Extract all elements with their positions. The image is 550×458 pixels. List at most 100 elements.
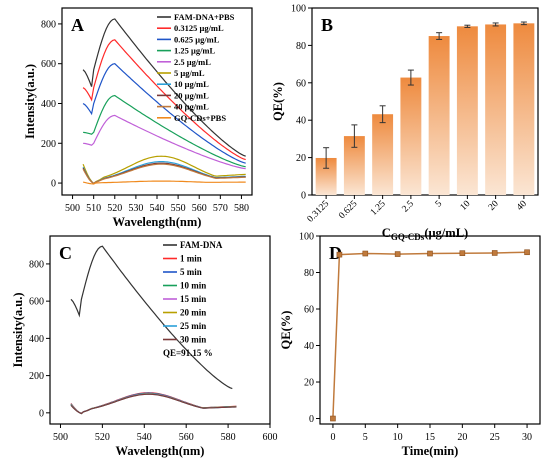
d-xtick-label: 30 bbox=[522, 432, 532, 443]
b-x-axis-label: CGQ-CDs(μg/mL) bbox=[382, 226, 468, 242]
c-ytick-label: 800 bbox=[29, 259, 44, 270]
a-series-line-4 bbox=[83, 114, 246, 170]
c-x-axis-label: Wavelength(nm) bbox=[116, 444, 205, 458]
c-xtick-label: 580 bbox=[221, 432, 236, 443]
c-ytick-label: 600 bbox=[29, 297, 44, 308]
a-series-line-8 bbox=[82, 163, 246, 185]
b-ytick-label: 60 bbox=[296, 78, 306, 89]
d-ytick-label: 40 bbox=[304, 341, 314, 352]
a-series-line-6 bbox=[82, 161, 246, 185]
panel-a: A 500 510 520 530 540 550 560 570 580 0 200 400 600 80… bbox=[23, 7, 253, 229]
d-xtick-label: 0 bbox=[330, 432, 335, 443]
c-panel-label: C bbox=[59, 243, 72, 263]
b-xtick-label: 0.3125 bbox=[306, 199, 332, 225]
a-series-line-1 bbox=[82, 39, 246, 161]
d-ytick-label: 80 bbox=[304, 268, 314, 279]
a-series-line-0 bbox=[82, 18, 246, 157]
a-series-line-5 bbox=[82, 155, 246, 185]
a-xtick-label: 510 bbox=[86, 203, 101, 214]
c-series-line-7 bbox=[70, 393, 237, 415]
c-xtick-label: 520 bbox=[95, 432, 110, 443]
b-ytick-label: 100 bbox=[291, 4, 306, 15]
a-series-line-2 bbox=[82, 63, 246, 164]
c-series-line-5 bbox=[70, 393, 237, 415]
c-xtick-label: 600 bbox=[263, 432, 278, 443]
a-series-line-9 bbox=[82, 180, 246, 185]
c-ytick-label: 200 bbox=[29, 371, 44, 382]
c-legend-label-7: 30 min bbox=[180, 335, 206, 345]
a-legend-label-8: 40 μg/mL bbox=[174, 102, 209, 112]
c-legend-label-5: 20 min bbox=[180, 308, 206, 318]
a-ytick-label: 0 bbox=[51, 179, 56, 190]
c-series-line-2 bbox=[70, 392, 237, 415]
d-point-7 bbox=[524, 249, 530, 256]
a-series-line-3 bbox=[83, 94, 246, 168]
c-ytick-label: 0 bbox=[39, 408, 44, 419]
c-xtick-label: 500 bbox=[53, 432, 68, 443]
a-legend-label-5: 5 μg/mL bbox=[174, 68, 205, 78]
b-bar-6 bbox=[485, 24, 507, 196]
b-frame bbox=[311, 7, 539, 196]
a-xtick-label: 540 bbox=[150, 203, 165, 214]
a-ytick-label: 400 bbox=[41, 99, 56, 110]
d-xtick-label: 20 bbox=[457, 432, 467, 443]
b-xtick-label: 5 bbox=[434, 199, 445, 210]
d-xtick-label: 10 bbox=[393, 432, 403, 443]
c-legend-label-1: 1 min bbox=[180, 254, 202, 264]
a-legend-label-0: FAM-DNA+PBS bbox=[174, 12, 235, 22]
b-ytick-label: 40 bbox=[296, 116, 306, 127]
a-xtick-label: 520 bbox=[107, 203, 122, 214]
b-bar-5 bbox=[456, 26, 478, 195]
a-xtick-label: 570 bbox=[213, 203, 228, 214]
a-series-line-7 bbox=[82, 162, 246, 185]
b-bar-3 bbox=[400, 77, 422, 195]
b-panel-label: B bbox=[321, 15, 333, 35]
a-legend-label-3: 1.25 μg/mL bbox=[174, 46, 216, 56]
c-legend-label-2: 5 min bbox=[180, 267, 202, 277]
c-series-line-4 bbox=[70, 393, 237, 415]
a-legend-label-4: 2.5 μg/mL bbox=[174, 57, 211, 67]
d-x-axis-label: Time(min) bbox=[402, 444, 459, 458]
b-x-axis-label-main: C bbox=[382, 226, 391, 240]
a-xtick-label: 550 bbox=[171, 203, 186, 214]
a-y-axis-label: Intensity(a.u.) bbox=[23, 64, 37, 139]
a-legend-label-6: 10 μg/mL bbox=[174, 79, 209, 89]
c-ytick-label: 400 bbox=[29, 334, 44, 345]
a-ytick-label: 200 bbox=[41, 139, 56, 150]
b-ytick-label: 80 bbox=[296, 41, 306, 52]
c-legend-label-4: 15 min bbox=[180, 294, 206, 304]
a-xtick-label: 560 bbox=[192, 203, 207, 214]
d-point-0 bbox=[330, 415, 336, 422]
c-series-line-0 bbox=[70, 245, 233, 390]
b-x-axis-label-sub: GQ-CDs bbox=[391, 232, 425, 242]
d-xtick-label: 5 bbox=[363, 432, 368, 443]
d-ytick-label: 20 bbox=[304, 378, 314, 389]
a-legend-label-2: 0.625 μg/mL bbox=[174, 34, 220, 44]
d-frame bbox=[319, 235, 541, 425]
a-ytick-label: 600 bbox=[41, 59, 56, 70]
c-series-line-6 bbox=[70, 393, 237, 415]
d-point-1 bbox=[336, 251, 343, 258]
a-xtick-label: 580 bbox=[234, 203, 249, 214]
d-point-2 bbox=[362, 250, 369, 257]
c-legend-label-0: FAM-DNA bbox=[180, 240, 223, 250]
c-series-line-1 bbox=[70, 392, 237, 415]
a-legend-label-7: 20 μg/mL bbox=[174, 90, 209, 100]
panel-b: B 0 20 40 60 80 100 0.3125 0.625 1.25 2.5 5 10 20 40 CG… bbox=[271, 4, 539, 242]
a-panel-label: A bbox=[71, 15, 84, 35]
d-point-5 bbox=[459, 250, 466, 256]
b-ytick-label: 20 bbox=[296, 153, 306, 164]
d-point-3 bbox=[394, 251, 401, 257]
a-x-axis-label: Wavelength(nm) bbox=[113, 215, 202, 229]
a-xtick-label: 530 bbox=[128, 203, 143, 214]
c-annotation: QE=91.15 % bbox=[163, 348, 213, 358]
b-xtick-label: 0.625 bbox=[337, 199, 359, 221]
c-frame bbox=[49, 235, 271, 425]
b-bar-1 bbox=[343, 136, 365, 195]
a-legend-label-1: 0.3125 μg/mL bbox=[174, 23, 224, 33]
b-bar-2 bbox=[372, 114, 394, 195]
a-legend-label-9: GQ-CDs+PBS bbox=[174, 113, 226, 123]
b-y-axis-label: QE(%) bbox=[271, 82, 285, 121]
